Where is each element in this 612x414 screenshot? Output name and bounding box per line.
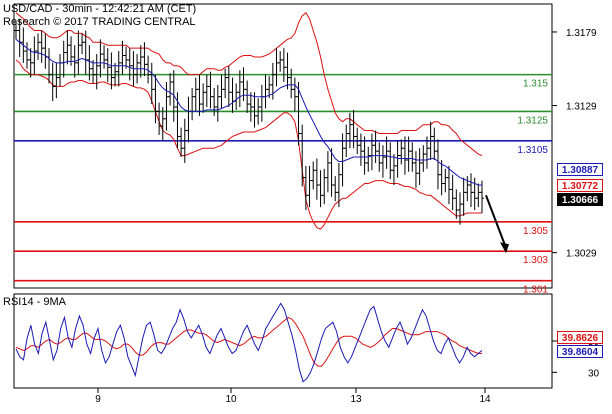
x-tick-label: 9 xyxy=(95,394,101,405)
level-label: 1.305 xyxy=(523,226,548,237)
moving-average-line xyxy=(15,38,482,186)
rsi-line xyxy=(15,302,483,383)
level-label: 1.315 xyxy=(523,79,548,90)
y-tick-label: 1.3179 xyxy=(566,28,597,39)
x-tick-label: 14 xyxy=(479,394,491,405)
price-panel-frame xyxy=(13,3,553,289)
y-tick-label: 1.3129 xyxy=(566,102,597,113)
y-tick-label: 1.3029 xyxy=(566,249,597,260)
level-label: 1.301 xyxy=(523,285,548,296)
price-value-tag: 1.30887 xyxy=(557,162,603,176)
chart-credit: Research © 2017 TRADING CENTRAL xyxy=(3,16,196,28)
level-label: 1.3105 xyxy=(517,145,548,156)
price-value-tag: 1.30666 xyxy=(557,192,603,206)
x-tick-label: 13 xyxy=(350,394,362,405)
lower-band-line xyxy=(15,59,482,230)
forecast-arrow-shaft xyxy=(485,194,506,246)
chart-title: USD/CAD - 30min - 12:42:21 AM (CET) xyxy=(3,3,197,15)
forecast-arrow-head xyxy=(500,242,509,254)
rsi-y-tick-label: 30 xyxy=(588,368,600,379)
price-value-tag: 1.30772 xyxy=(557,178,603,192)
upper-band-line xyxy=(15,12,483,157)
rsi-value-tag: 39.8604 xyxy=(557,344,603,358)
x-tick-label: 10 xyxy=(225,394,237,405)
rsi-value-tag: 39.8626 xyxy=(557,330,603,344)
rsi-title: RSI14 - 9MA xyxy=(3,296,66,308)
rsi-panel-frame xyxy=(13,293,553,389)
level-label: 1.3125 xyxy=(517,115,548,126)
level-label: 1.303 xyxy=(523,255,548,266)
